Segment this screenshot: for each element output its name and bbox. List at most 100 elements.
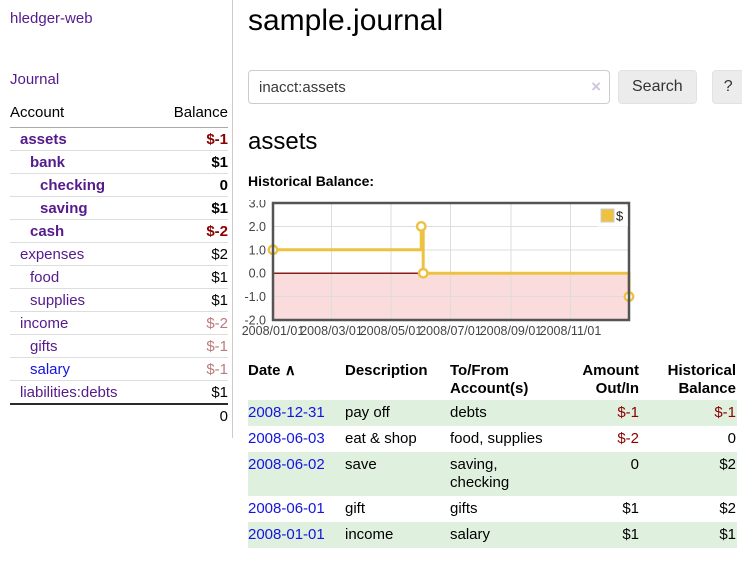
account-row: saving $1 bbox=[10, 196, 228, 220]
account-balance: $-1 bbox=[154, 334, 228, 358]
transaction-description: save bbox=[345, 456, 377, 473]
transaction-amount: $1 bbox=[622, 500, 639, 517]
account-balance: $-1 bbox=[206, 130, 228, 148]
transaction-accounts: debts bbox=[450, 404, 487, 421]
transaction-balance: 0 bbox=[727, 430, 736, 447]
search-input[interactable] bbox=[248, 70, 610, 104]
register-row: 2008-12-31 pay off debts $-1 $-1 bbox=[248, 400, 737, 426]
account-link[interactable]: saving bbox=[40, 199, 88, 217]
app-title-link[interactable]: hledger-web bbox=[10, 10, 93, 27]
col-header-balance: Historical Balance bbox=[667, 362, 736, 397]
clear-search-icon[interactable]: × bbox=[591, 77, 601, 96]
register-row: 2008-01-01 income salary $1 $1 bbox=[248, 522, 737, 548]
account-balance: $1 bbox=[154, 380, 228, 404]
transaction-balance: $2 bbox=[719, 500, 736, 517]
search-input-wrap: × bbox=[248, 70, 610, 104]
transaction-amount: 0 bbox=[630, 456, 639, 473]
accounts-total-spacer bbox=[10, 403, 155, 428]
account-row: income $-2 bbox=[10, 311, 228, 335]
transaction-date-link[interactable]: 2008-12-31 bbox=[248, 404, 325, 421]
transaction-balance: $-1 bbox=[714, 404, 736, 421]
account-row: liabilities:debts $1 bbox=[10, 380, 228, 404]
col-header-date[interactable]: Date ∧ bbox=[248, 362, 345, 400]
account-balance: $1 bbox=[154, 288, 228, 312]
account-row: gifts $-1 bbox=[10, 334, 228, 358]
accounts-total-row: 0 bbox=[10, 403, 228, 428]
transaction-amount: $1 bbox=[622, 526, 639, 543]
chart-title: Historical Balance: bbox=[248, 173, 375, 189]
svg-text:$: $ bbox=[616, 209, 624, 224]
sort-asc-icon: ∧ bbox=[284, 362, 296, 379]
account-link[interactable]: food bbox=[30, 268, 60, 286]
account-link[interactable]: salary bbox=[30, 360, 71, 378]
svg-text:2008/03/01: 2008/03/01 bbox=[300, 324, 363, 338]
transaction-description: income bbox=[345, 526, 394, 543]
search-button[interactable]: Search bbox=[618, 70, 697, 104]
account-balance: $-2 bbox=[154, 219, 228, 243]
register-header-row: Date ∧ Description To/From Account(s) Am… bbox=[248, 362, 737, 400]
account-link[interactable]: assets bbox=[20, 130, 67, 148]
col-header-date-label: Date bbox=[248, 362, 281, 379]
account-link[interactable]: income bbox=[20, 314, 69, 332]
account-balance: $-2 bbox=[154, 311, 228, 335]
account-balance: $1 bbox=[154, 265, 228, 289]
account-balance: $2 bbox=[154, 242, 228, 266]
account-link[interactable]: liabilities:debts bbox=[20, 383, 118, 401]
account-row: supplies $1 bbox=[10, 288, 228, 312]
help-button[interactable]: ? bbox=[711, 70, 742, 104]
account-link[interactable]: expenses bbox=[20, 245, 85, 263]
transaction-amount: $-2 bbox=[617, 430, 639, 447]
transaction-accounts: food, supplies bbox=[450, 430, 543, 447]
account-link[interactable]: bank bbox=[30, 153, 66, 171]
svg-text:2008/09/01: 2008/09/01 bbox=[480, 324, 543, 338]
col-header-description: Description bbox=[345, 362, 428, 379]
historical-balance-chart[interactable]: 3.0 2.0 1.0 0.0 -1.0 -2.02008/01/012008/03/01… bbox=[240, 200, 640, 342]
svg-text:2008/11/01: 2008/11/01 bbox=[540, 324, 602, 338]
register-row: 2008-06-01 gift gifts $1 $2 bbox=[248, 496, 737, 522]
transaction-balance: $1 bbox=[719, 526, 736, 543]
account-row: salary $-1 bbox=[10, 357, 228, 381]
svg-text:-1.0: -1.0 bbox=[244, 290, 266, 304]
sidebar: hledger-web Journal Account Balance asse… bbox=[0, 0, 233, 438]
transaction-accounts: salary bbox=[450, 526, 491, 543]
account-balance: $-1 bbox=[154, 357, 228, 381]
account-link[interactable]: cash bbox=[30, 222, 65, 240]
register-table: Date ∧ Description To/From Account(s) Am… bbox=[248, 362, 737, 548]
transaction-accounts: gifts bbox=[450, 500, 478, 517]
transaction-date-link[interactable]: 2008-06-01 bbox=[248, 500, 325, 517]
account-row: food $1 bbox=[10, 265, 228, 289]
nav-journal-link[interactable]: Journal bbox=[10, 71, 60, 88]
svg-text:3.0: 3.0 bbox=[249, 200, 266, 211]
account-row: expenses $2 bbox=[10, 242, 228, 266]
col-header-accounts: To/From Account(s) bbox=[450, 362, 529, 397]
svg-text:2008/01/01: 2008/01/01 bbox=[242, 324, 305, 338]
svg-text:-2.0: -2.0 bbox=[244, 314, 266, 328]
svg-text:0.0: 0.0 bbox=[249, 267, 266, 281]
transaction-date-link[interactable]: 2008-01-01 bbox=[248, 526, 325, 543]
transaction-date-link[interactable]: 2008-06-02 bbox=[248, 456, 325, 473]
transaction-accounts: saving, checking bbox=[450, 456, 510, 491]
account-row: checking 0 bbox=[10, 173, 228, 197]
account-heading: assets bbox=[248, 128, 318, 155]
svg-text:2.0: 2.0 bbox=[249, 220, 266, 234]
page-title: sample.journal bbox=[248, 4, 444, 37]
account-row: cash $-2 bbox=[10, 219, 228, 243]
account-balance: $1 bbox=[154, 150, 228, 174]
svg-text:2008/07/01: 2008/07/01 bbox=[419, 324, 482, 338]
register-row: 2008-06-02 save saving, checking 0 $2 bbox=[248, 452, 737, 496]
account-link[interactable]: gifts bbox=[30, 337, 58, 355]
account-link[interactable]: checking bbox=[40, 176, 106, 194]
accounts-header-row: Account Balance bbox=[10, 100, 228, 128]
main-content: sample.journal × Search ? assets Histori… bbox=[242, 0, 742, 548]
account-balance: 0 bbox=[154, 173, 228, 197]
register-row: 2008-06-03 eat & shop food, supplies $-2 0 bbox=[248, 426, 737, 452]
account-balance: $1 bbox=[154, 196, 228, 220]
accounts-header-account: Account bbox=[10, 100, 155, 128]
account-row: assets $-1 bbox=[10, 128, 228, 151]
account-link[interactable]: supplies bbox=[30, 291, 86, 309]
transaction-description: pay off bbox=[345, 404, 390, 421]
transaction-date-link[interactable]: 2008-06-03 bbox=[248, 430, 325, 447]
accounts-table: Account Balance assets $-1 bank $1 checking 0… bbox=[10, 100, 228, 428]
col-header-amount: Amount Out/In bbox=[582, 362, 639, 397]
transaction-description: eat & shop bbox=[345, 430, 417, 447]
